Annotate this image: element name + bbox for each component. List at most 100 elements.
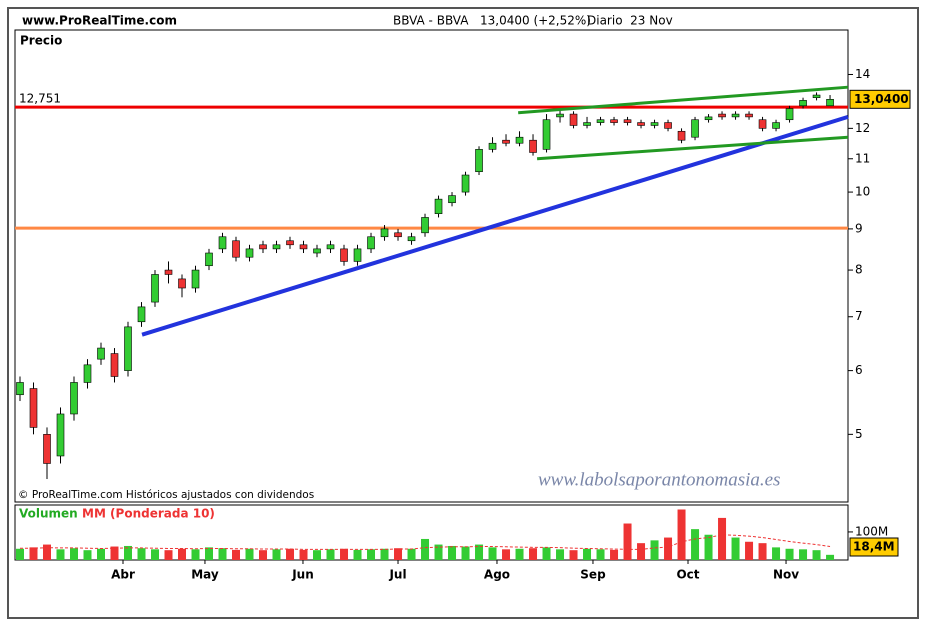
x-tick-label: May <box>191 568 219 582</box>
candle-body <box>178 278 186 289</box>
volume-bar <box>272 549 281 560</box>
volume-bar <box>637 543 646 560</box>
volume-bar <box>623 523 632 560</box>
volume-bar <box>178 548 187 560</box>
candle-body <box>191 269 200 289</box>
candle-body <box>16 382 24 396</box>
candle-body <box>245 248 254 258</box>
x-tick-label: Oct <box>676 568 699 582</box>
candle-body <box>448 195 456 204</box>
trendline <box>536 135 849 161</box>
volume-label: Volumen <box>19 507 78 521</box>
y-tick-label: 5 <box>855 427 863 441</box>
candle-body <box>56 413 65 457</box>
candle-body <box>650 122 659 126</box>
y-tick-label: 12 <box>855 121 870 135</box>
volume-bar <box>799 549 808 560</box>
candle-body <box>29 388 38 428</box>
last-volume-label: 18,4M <box>853 540 895 554</box>
volume-bar <box>745 541 754 560</box>
candle-body <box>205 252 213 267</box>
candle-body <box>299 244 308 250</box>
volume-bar <box>812 550 821 560</box>
candle-body <box>502 139 510 144</box>
candle-body <box>272 244 281 250</box>
volume-bar <box>286 548 295 560</box>
volume-bar <box>515 548 524 560</box>
candle-body <box>313 248 321 254</box>
candle-body <box>434 198 443 215</box>
volume-bar <box>56 549 65 560</box>
x-tick-label: Nov <box>773 568 799 582</box>
candle-body <box>812 94 821 99</box>
candle-body <box>137 306 146 323</box>
quote: 13,0400 (+2,52%) <box>480 14 591 28</box>
price-panel <box>14 29 849 503</box>
volume-bar <box>677 509 686 560</box>
volume-bar <box>191 549 200 560</box>
candle-body <box>826 99 834 107</box>
candle-body <box>488 142 497 150</box>
volume-bar <box>205 547 214 560</box>
volume-bar <box>556 549 565 560</box>
candle-body <box>97 347 105 360</box>
volume-bar <box>772 547 781 560</box>
x-tick-label: Ago <box>484 568 510 582</box>
volume-bar <box>826 554 835 560</box>
candle-body <box>340 248 348 262</box>
volume-bar <box>448 545 457 560</box>
volume-bar <box>434 544 443 560</box>
candle-body <box>218 236 227 250</box>
candle-body <box>70 382 78 415</box>
volume-bar <box>704 534 713 560</box>
volume-bar <box>583 548 592 560</box>
symbol: BBVA - BBVA <box>393 14 469 28</box>
candle-body <box>259 244 267 250</box>
x-tick-label: Sep <box>580 568 606 582</box>
volume-bar <box>610 549 619 560</box>
last-price-label: 13,0400 <box>854 92 909 106</box>
candle-body <box>745 113 753 118</box>
volume-bar <box>461 546 470 560</box>
y-tick-label: 10 <box>855 185 870 199</box>
volume-bar <box>259 550 268 560</box>
candle-body <box>232 240 240 258</box>
y-label: Precio <box>20 34 62 48</box>
candle-body <box>529 139 537 153</box>
volume-bar <box>731 537 740 560</box>
volume-bar <box>299 549 308 560</box>
ma-legend: MM (Ponderada 10) <box>82 507 215 521</box>
volume-bar <box>569 550 578 560</box>
y-tick-label: 14 <box>855 67 870 81</box>
volume-bar <box>758 543 767 560</box>
last-price-box <box>849 89 911 109</box>
x-tick-label: Abr <box>111 568 135 582</box>
candle-body <box>394 232 402 238</box>
candle-body <box>704 116 713 121</box>
candle-body <box>286 240 294 246</box>
candle-body <box>583 122 591 126</box>
candle-body <box>718 113 726 118</box>
volume-bar <box>232 549 241 560</box>
candle-body <box>623 119 632 123</box>
candle-body <box>610 119 618 123</box>
candle-body <box>326 244 335 250</box>
candle-body <box>772 122 780 129</box>
candle-body <box>542 119 551 150</box>
volume-bar <box>353 549 362 560</box>
hline-label: 12,751 <box>19 92 61 106</box>
volume-bar <box>394 548 403 560</box>
candle-body <box>421 217 429 234</box>
candle-body <box>164 269 173 275</box>
y-tick-label: 7 <box>855 309 863 323</box>
watermark: www.labolsaporantonomasia.es <box>538 469 780 490</box>
volume-bar <box>596 549 605 560</box>
candle-body <box>731 113 740 118</box>
candle-body <box>515 136 524 144</box>
trendline <box>518 85 849 115</box>
volume-bar <box>380 548 389 560</box>
x-tick-label: Jun <box>291 568 314 582</box>
volume-bar <box>83 550 92 560</box>
candle-body <box>799 100 807 107</box>
